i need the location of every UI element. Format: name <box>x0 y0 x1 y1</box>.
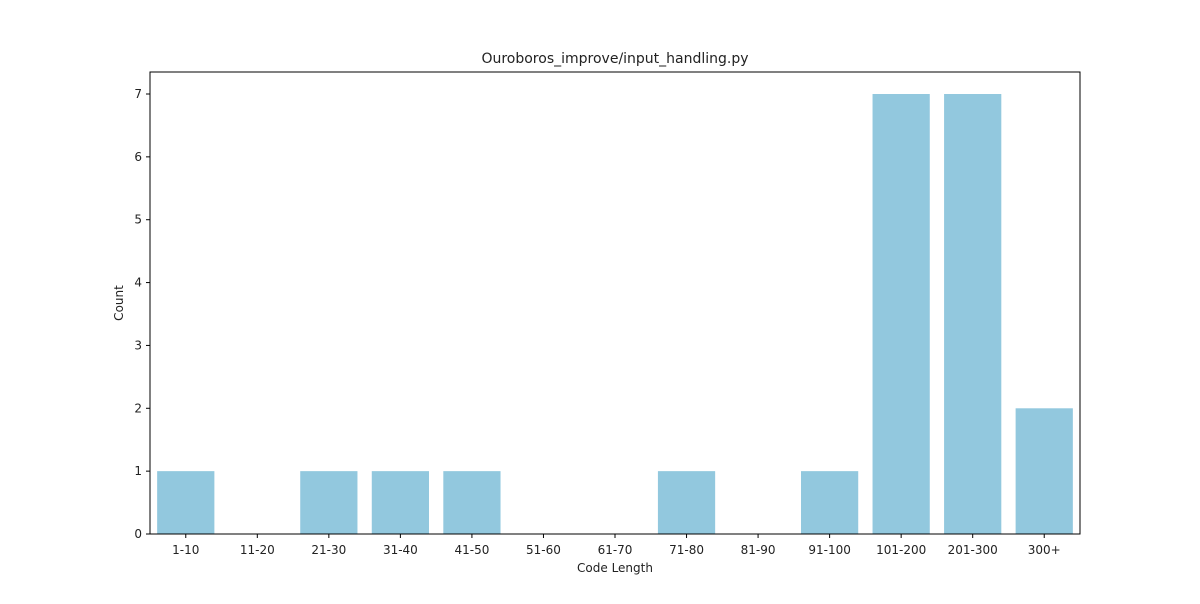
bars-layer <box>157 94 1073 534</box>
y-axis: 0 1 2 3 4 5 6 7 <box>134 87 150 541</box>
x-axis: 1-10 11-20 21-30 31-40 41-50 51-60 61-70 71-80 8… <box>172 534 1061 557</box>
bar-21-30 <box>300 471 358 534</box>
y-tick-label: 3 <box>134 338 142 352</box>
y-axis-label: Count <box>112 285 126 321</box>
y-tick-label: 7 <box>134 87 142 101</box>
x-tick-label: 71-80 <box>669 543 704 557</box>
chart-title: Ouroboros_improve/input_handling.py <box>481 51 748 67</box>
x-tick-label: 31-40 <box>383 543 418 557</box>
x-tick-label: 61-70 <box>598 543 633 557</box>
y-tick-label: 4 <box>134 276 142 290</box>
x-tick-label: 51-60 <box>526 543 561 557</box>
x-tick-label: 101-200 <box>876 543 926 557</box>
x-tick-label: 41-50 <box>454 543 489 557</box>
x-tick-label: 81-90 <box>741 543 776 557</box>
bar-71-80 <box>657 471 716 534</box>
y-tick-label: 6 <box>134 150 142 164</box>
y-tick-label: 5 <box>134 213 142 227</box>
x-axis-label: Code Length <box>577 561 653 575</box>
bar-41-50 <box>443 471 501 534</box>
plot-frame <box>149 71 1081 535</box>
y-tick-label: 0 <box>134 527 142 541</box>
x-tick-label: 300+ <box>1028 543 1061 557</box>
x-tick-label: 91-100 <box>808 543 851 557</box>
x-tick-label: 201-300 <box>948 543 998 557</box>
bar-1-10 <box>157 471 215 534</box>
x-tick-label: 21-30 <box>311 543 346 557</box>
bar-300+ <box>1015 408 1073 534</box>
bar-201-300 <box>944 94 1002 534</box>
bar-31-40 <box>371 471 429 534</box>
y-tick-label: 1 <box>134 464 142 478</box>
bar-101-200 <box>872 94 930 534</box>
y-tick-label: 2 <box>134 401 142 415</box>
x-tick-label: 11-20 <box>240 543 275 557</box>
x-tick-label: 1-10 <box>172 543 199 557</box>
bar-91-100 <box>801 471 859 534</box>
